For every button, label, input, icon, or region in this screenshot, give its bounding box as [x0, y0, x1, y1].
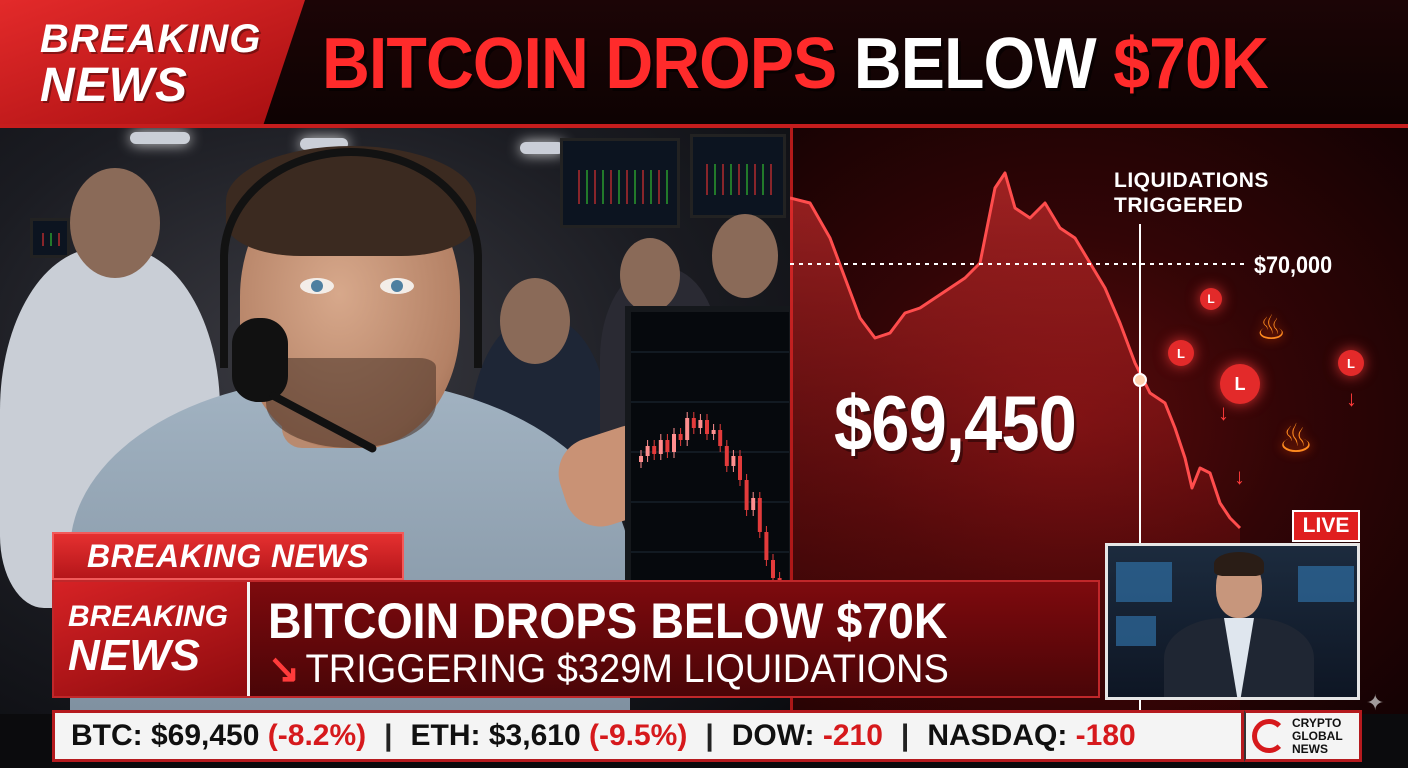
badge-line-breaking: BREAKING [40, 17, 262, 61]
ticker-separator: | [384, 719, 393, 752]
ticker-dow-label: DOW: [731, 719, 815, 752]
logo-text: CRYPTO GLOBAL NEWS [1292, 715, 1343, 756]
background-trader-head [712, 214, 778, 298]
down-arrow-icon: ↓ [1218, 400, 1229, 425]
candle-body [738, 456, 742, 480]
ticker-separator: | [900, 719, 910, 752]
ticker-separator: | [705, 719, 714, 752]
lower-third-headline: BITCOIN DROPS BELOW $70K [268, 593, 948, 649]
candle-body [645, 446, 650, 456]
logo-line3: NEWS [1292, 741, 1328, 756]
lower-third-badge-line2: NEWS [68, 631, 200, 680]
fire-icon: ♨ [1256, 309, 1287, 347]
ceiling-light [520, 142, 564, 154]
candle-body [724, 446, 729, 466]
candle-body [718, 430, 723, 446]
candle-body [672, 434, 676, 452]
background-trader-head [620, 238, 680, 312]
candle-body [711, 430, 716, 434]
logo-line2: GLOBAL [1292, 728, 1343, 743]
candle-body [744, 480, 749, 510]
ticker-nasdaq-label: NASDAQ: [927, 719, 1068, 752]
reference-price-label: $70,000 [1254, 252, 1333, 279]
headline-part-3: $70K [1113, 24, 1269, 104]
price-line [790, 171, 1242, 530]
ticker-btc-change: (-8.2%) [267, 719, 367, 752]
liquidation-marker: L [1200, 288, 1222, 310]
candle-body [639, 456, 643, 462]
liquidation-marker: L [1338, 350, 1364, 376]
ticker-eth-label: ETH: $3,610 [410, 719, 581, 752]
liquidation-marker-label: L [1234, 373, 1246, 394]
candle-body [757, 498, 762, 532]
lower-third-subline: ↘ TRIGGERING $329M LIQUIDATIONS [268, 646, 949, 692]
wall-monitor [30, 218, 70, 258]
candle-body [652, 446, 657, 454]
crossing-point [1133, 373, 1147, 387]
candle-body [764, 532, 769, 560]
headline: BITCOIN DROPS BELOW $70K [322, 18, 1269, 110]
fire-icon: ♨ [1278, 417, 1314, 461]
current-price: $69,450 [834, 379, 1077, 467]
badge-line-news: NEWS [40, 59, 188, 112]
headset-icon [232, 318, 288, 402]
lower-third-bar: BREAKING NEWS BITCOIN DROPS BELOW $70K ↘… [52, 580, 1100, 698]
ticker-eth-change: (-9.5%) [588, 719, 688, 752]
down-arrow-icon: ↓ [1346, 386, 1357, 411]
market-ticker: BTC: $69,450 (-8.2%) | ETH: $3,610 (-9.5… [52, 710, 1244, 762]
wall-monitor [560, 138, 680, 228]
candle-body [705, 420, 709, 434]
candle-body [685, 418, 690, 440]
breaking-news-tag: BREAKING NEWS [52, 532, 404, 580]
lower-third-subline-text: TRIGGERING $329M LIQUIDATIONS [305, 647, 949, 691]
candle-body [658, 440, 663, 454]
candle-body [698, 420, 703, 428]
ticker-nasdaq-change: -180 [1075, 719, 1136, 752]
liquidation-marker-label: L [1347, 355, 1355, 371]
liquidation-marker-label: L [1207, 292, 1215, 306]
studio-screen [1116, 616, 1156, 646]
ticker-dow-change: -210 [822, 719, 883, 752]
down-arrow-icon: ↓ [1234, 464, 1245, 489]
logo-line1: CRYPTO [1292, 715, 1342, 730]
headline-part-1: BITCOIN DROPS [322, 24, 837, 104]
liquidation-marker: L [1220, 364, 1260, 404]
liquidations-annotation-line1: LIQUIDATIONS [1114, 169, 1269, 192]
liquidation-marker-label: L [1177, 345, 1185, 361]
ceiling-light [130, 132, 190, 144]
lower-third-badge: BREAKING NEWS [54, 582, 250, 696]
background-trader-head [500, 278, 570, 364]
candle-body [665, 440, 670, 452]
anchor-hair [1214, 552, 1264, 576]
headline-part-2: BELOW [853, 24, 1097, 104]
candle-body [678, 434, 683, 440]
liquidations-annotation: LIQUIDATIONS TRIGGERED [1114, 168, 1269, 218]
background-trader-head [70, 168, 160, 278]
live-anchor-video[interactable] [1105, 543, 1360, 700]
headset-band [220, 148, 482, 368]
liquidations-annotation-line2: TRIGGERED [1114, 194, 1244, 217]
candle-body [771, 560, 775, 578]
crypto-global-news-logo: CRYPTO GLOBAL NEWS [1244, 710, 1362, 762]
wall-monitor [690, 134, 786, 218]
candle-body [751, 498, 756, 510]
logo-icon [1252, 719, 1286, 753]
ticker-btc-label: BTC: $69,450 [71, 719, 260, 752]
breaking-news-badge: BREAKING NEWS [0, 0, 305, 128]
candle-body [731, 456, 736, 466]
trading-monitor [625, 306, 790, 588]
lower-third-badge-line1: BREAKING [68, 600, 229, 633]
trend-down-icon: ↘ [268, 647, 300, 691]
studio-screen [1298, 566, 1354, 602]
candlestick-chart [631, 351, 789, 582]
candle-body [691, 418, 696, 428]
sparkle-icon: ✦ [1366, 690, 1385, 715]
top-header: BREAKING NEWS BITCOIN DROPS BELOW $70K [0, 0, 1408, 128]
live-badge: LIVE [1292, 510, 1360, 542]
liquidation-marker: L [1168, 340, 1194, 366]
studio-screen [1116, 562, 1172, 602]
